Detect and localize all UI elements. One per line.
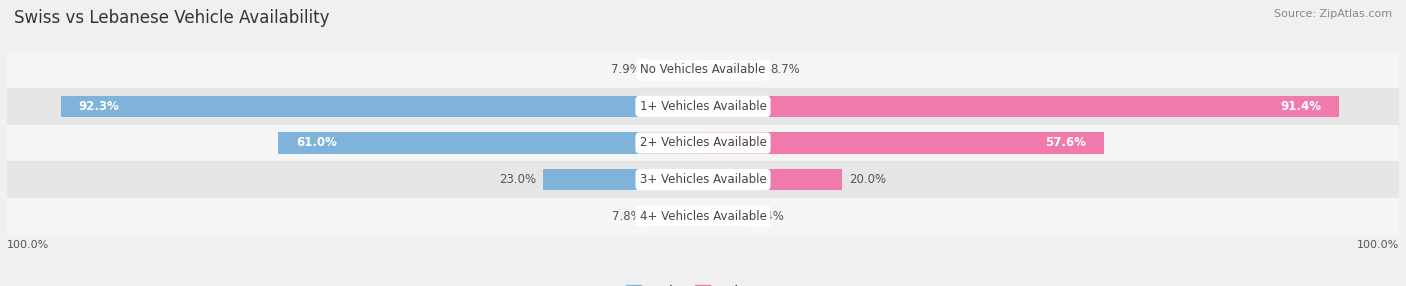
Text: 100.0%: 100.0% [1357,240,1399,250]
Bar [60,96,703,117]
Text: 57.6%: 57.6% [1046,136,1087,150]
Text: 7.9%: 7.9% [612,63,641,76]
Bar [7,125,1399,161]
Bar [278,132,703,154]
Bar [543,169,703,190]
Bar [703,206,748,227]
Bar [7,161,1399,198]
Text: 8.7%: 8.7% [770,63,800,76]
Text: 6.4%: 6.4% [755,210,785,223]
Text: 100.0%: 100.0% [7,240,49,250]
Bar [7,51,1399,88]
Bar [648,59,703,80]
Bar [703,132,1104,154]
Text: Swiss vs Lebanese Vehicle Availability: Swiss vs Lebanese Vehicle Availability [14,9,329,27]
Text: 2+ Vehicles Available: 2+ Vehicles Available [640,136,766,150]
Text: No Vehicles Available: No Vehicles Available [640,63,766,76]
Bar [7,198,1399,235]
Bar [648,206,703,227]
Text: Source: ZipAtlas.com: Source: ZipAtlas.com [1274,9,1392,19]
Text: 23.0%: 23.0% [499,173,536,186]
Text: 91.4%: 91.4% [1281,100,1322,113]
Legend: Swiss, Lebanese: Swiss, Lebanese [626,285,780,286]
Text: 61.0%: 61.0% [295,136,336,150]
Bar [7,88,1399,125]
Text: 20.0%: 20.0% [849,173,886,186]
Text: 1+ Vehicles Available: 1+ Vehicles Available [640,100,766,113]
Bar [703,96,1339,117]
Bar [703,59,763,80]
Text: 4+ Vehicles Available: 4+ Vehicles Available [640,210,766,223]
Text: 7.8%: 7.8% [612,210,641,223]
Bar [703,169,842,190]
Text: 3+ Vehicles Available: 3+ Vehicles Available [640,173,766,186]
Text: 92.3%: 92.3% [77,100,120,113]
